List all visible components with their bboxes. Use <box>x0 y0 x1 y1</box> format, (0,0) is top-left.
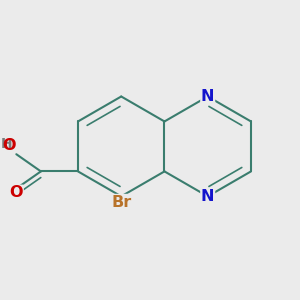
Text: N: N <box>201 189 214 204</box>
Text: O: O <box>10 185 23 200</box>
Text: Br: Br <box>111 195 131 210</box>
Text: N: N <box>201 89 214 104</box>
Text: O: O <box>2 138 16 153</box>
Text: H: H <box>0 136 12 151</box>
